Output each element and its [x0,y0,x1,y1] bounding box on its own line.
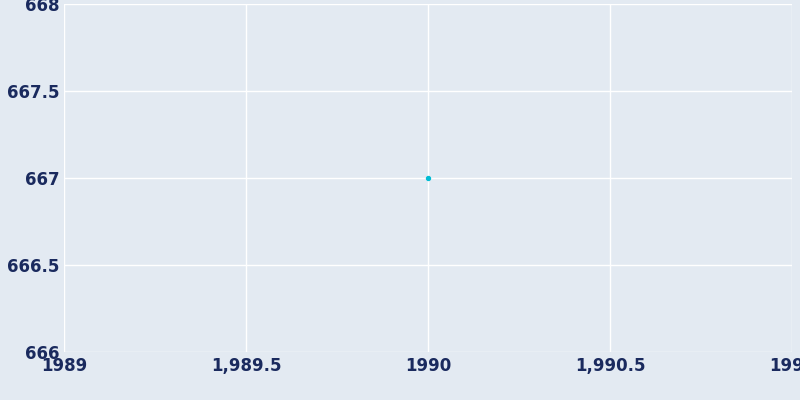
Point [422,175,434,181]
